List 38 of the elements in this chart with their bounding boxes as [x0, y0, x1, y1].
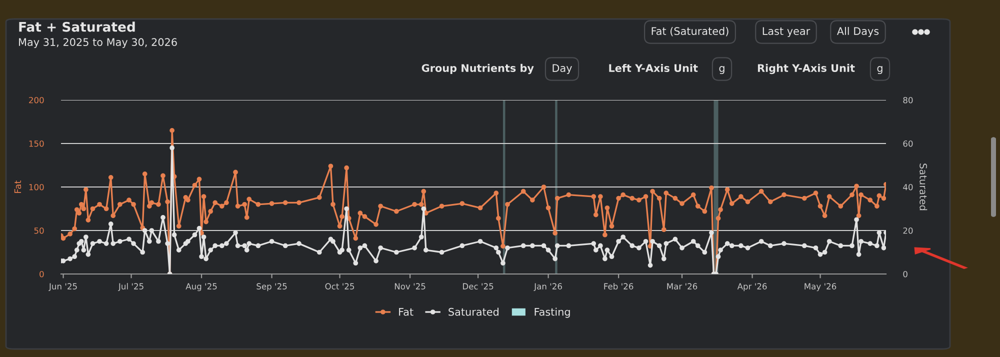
y-axis-title: Fat: [14, 180, 22, 193]
x-tick-label: May '26: [804, 283, 836, 292]
y2-tick-label: 60: [903, 140, 913, 147]
text: Last year: [762, 27, 810, 38]
text: Day: [552, 64, 572, 74]
y-tick-label: 200: [29, 96, 44, 104]
y2-tick-label: 80: [903, 96, 913, 104]
x-tick-label: Aug '25: [186, 283, 217, 292]
legend-label: Fasting: [534, 308, 570, 318]
y2-tick-label: 0: [903, 270, 908, 278]
text: g: [719, 66, 724, 74]
text: g: [877, 66, 882, 74]
y-tick-label: 50: [34, 227, 44, 234]
text: Left Y-Axis Unit: [609, 64, 698, 72]
x-tick-label: Sep '25: [256, 283, 287, 292]
text: Fat (Saturated): [652, 26, 728, 36]
chart-title: Fat + Saturated: [19, 22, 135, 32]
y2-axis-title: Saturated: [920, 164, 928, 210]
legend-label: Fat: [399, 308, 414, 316]
y-tick-label: 150: [29, 140, 44, 147]
y2-tick-label: 40: [903, 184, 913, 190]
text: Group Nutrients by: [422, 64, 534, 74]
legend-label: Saturated: [448, 308, 498, 316]
y-tick-label: 0: [40, 270, 44, 278]
x-tick-label: Jan '26: [534, 283, 562, 292]
y2-tick-label: 20: [903, 227, 913, 234]
x-tick-label: Apr '26: [737, 283, 767, 292]
x-tick-label: Feb '26: [604, 283, 634, 290]
x-tick-label: Nov '25: [394, 283, 426, 290]
text: Right Y-Axis Unit: [758, 64, 855, 74]
x-tick-label: Jul '25: [118, 283, 144, 292]
x-tick-label: Jun '25: [48, 283, 77, 292]
x-tick-label: Mar '26: [667, 283, 698, 290]
y-tick-label: 100: [29, 184, 44, 190]
text: All Days: [836, 26, 879, 38]
chart-subtitle: May 31, 2025 to May 30, 2026: [19, 38, 177, 48]
x-tick-label: Dec '25: [463, 283, 494, 290]
x-tick-label: Oct '25: [325, 283, 354, 290]
